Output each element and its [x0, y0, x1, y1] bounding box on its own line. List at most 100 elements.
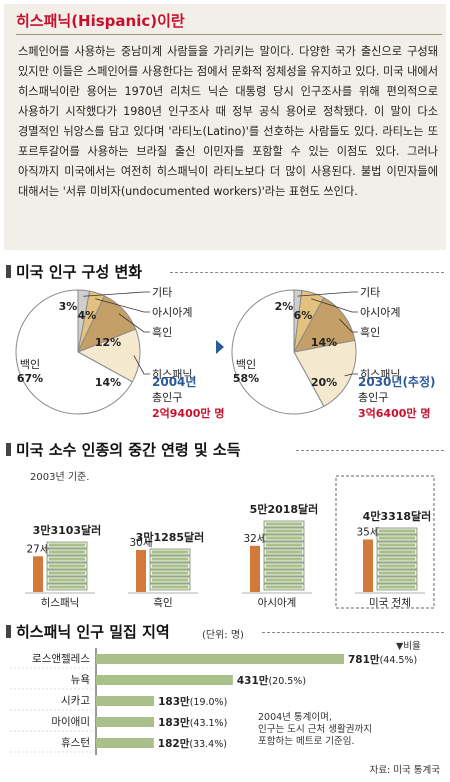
money-band-2-6 [266, 543, 302, 547]
section2-rule [296, 450, 444, 451]
pie2-slice-4 [293, 339, 357, 408]
metro-value-num-1: 431만 [237, 674, 269, 687]
pie1-pct-4: 14% [95, 376, 121, 389]
money-band-3-4 [379, 557, 415, 561]
money-band-0-6 [49, 543, 85, 547]
pie2-pct-3: 14% [311, 336, 337, 349]
income-label-0: 3만3103달러 [33, 523, 102, 537]
money-band-3-7 [379, 536, 415, 540]
pie1-pct-1: 3% [59, 300, 78, 313]
pie1-total-label: 총인구 [152, 391, 182, 404]
pie1-name-0: 백인 [20, 358, 40, 371]
money-band-2-5 [266, 550, 302, 554]
category-3: 미국 전체 [369, 597, 411, 609]
pie1-slice-4 [76, 328, 141, 383]
money-band-0-4 [49, 557, 85, 561]
income-label-2: 5만2018달러 [250, 502, 319, 516]
intro-divider [16, 34, 442, 35]
pie2-slice-3 [293, 296, 356, 353]
pie-transition-arrow [216, 340, 224, 354]
age-bar-1 [136, 550, 146, 592]
metro-bar-chart: 로스앤젤레스 781만(44.5%) 뉴욕 431만(20.5%) 시카고 183만(19… [10, 648, 418, 755]
pie2-pct-2: 6% [294, 309, 313, 322]
pie1-pct-2: 4% [78, 309, 97, 322]
age-label-1: 30세 [129, 537, 152, 549]
metro-bar-3 [96, 717, 155, 727]
money-band-2-0 [266, 585, 302, 589]
money-band-0-1 [49, 578, 85, 582]
age-label-0: 27세 [26, 543, 49, 555]
metro-value-num-0: 781만 [348, 653, 380, 666]
pie2-leader-4 [344, 373, 358, 377]
section3-footnote: 2004년 통계이며, 인구는 도시 근처 생활권까지 포함하는 메트로 기준임… [258, 712, 428, 748]
footnote-line-3: 포함하는 메트로 기준임. [258, 736, 355, 747]
money-band-3-3 [379, 564, 415, 568]
intro-box: 히스패닉(Hispanic)이란 스페인어를 사용하는 중남미계 사람들을 가리… [4, 4, 446, 250]
money-band-2-9 [266, 522, 302, 526]
income-label-1: 3만1285달러 [136, 530, 205, 544]
age-bar-0 [33, 556, 43, 592]
money-band-1-4 [152, 557, 188, 561]
money-band-2-8 [266, 529, 302, 533]
intro-body: 스페인어를 사용하는 중남미계 사람들을 가리키는 말이다. 다양한 국가 출신… [18, 45, 438, 198]
pie1-leader-2 [95, 298, 150, 313]
pie1-year: 2004년 [152, 375, 196, 389]
pie2-legend-4: 히스패닉 [360, 367, 400, 381]
metro-bar-1 [96, 675, 233, 685]
money-band-0-3 [49, 564, 85, 568]
pie2-legend-2: 아시아계 [360, 306, 400, 319]
money-band-3-8 [379, 529, 415, 533]
metro-value-num-2: 183만 [158, 695, 190, 708]
metro-bar-0 [96, 654, 344, 664]
pie2-leader-2 [311, 298, 358, 313]
money-band-3-2 [379, 571, 415, 575]
section3-marker [6, 625, 11, 638]
pie1-legend-1: 기타 [152, 286, 172, 299]
metro-value-num-3: 183만 [158, 716, 190, 729]
metro-name-3: 마이애미 [51, 716, 90, 728]
pie1-slice-0 [15, 289, 134, 415]
category-1: 흑인 [153, 596, 172, 609]
section2-marker [6, 443, 11, 456]
ratio-label: ▼비율 [396, 641, 421, 652]
section3-unit: (단위: 명) [202, 630, 244, 641]
metro-ratio-0: (44.5%) [380, 655, 418, 666]
money-band-3-5 [379, 550, 415, 554]
money-band-0-5 [49, 550, 85, 554]
money-band-0-0 [49, 585, 85, 589]
footnote-line-2: 인구는 도시 근처 생활권까지 [258, 724, 372, 735]
pie1-pct-0: 67% [17, 372, 43, 385]
pie2-leader-3 [339, 318, 358, 333]
pie2-name-0: 백인 [236, 358, 256, 371]
section2-note: 2003년 기준. [30, 472, 90, 483]
metro-name-2: 시카고 [61, 695, 90, 707]
pie2-total-label: 총인구 [358, 391, 388, 404]
pie2-legend-1: 기타 [360, 286, 380, 299]
money-band-1-2 [152, 571, 188, 575]
metro-value-2: 183만(19.0%) [158, 695, 227, 708]
age-label-2: 32세 [243, 533, 266, 545]
money-band-1-5 [152, 550, 188, 554]
section3-title: 히스패닉 인구 밀집 지역 [16, 623, 170, 641]
money-band-3-6 [379, 543, 415, 547]
money-band-3-0 [379, 585, 415, 589]
metro-value-3: 183만(43.1%) [158, 716, 227, 729]
section2-title: 미국 소수 인종의 중간 연령 및 소득 [16, 441, 241, 459]
source-label: 자료: 미국 통계국 [369, 765, 440, 776]
metro-value-4: 182만(33.4%) [158, 737, 227, 750]
section1-rule [170, 272, 444, 273]
pie1-legend-3: 흑인 [152, 325, 172, 339]
section1-marker [6, 265, 11, 278]
footnote-line-1: 2004년 통계이며, [258, 712, 332, 723]
money-band-2-2 [266, 571, 302, 575]
pie2-leader-1 [297, 291, 358, 297]
money-band-2-3 [266, 564, 302, 568]
category-2: 아시아계 [258, 597, 297, 609]
age-bar-3 [363, 539, 373, 592]
money-band-3-1 [379, 578, 415, 582]
money-band-1-1 [152, 578, 188, 582]
money-band-1-0 [152, 585, 188, 589]
pie2-pct-0: 58% [233, 372, 259, 385]
intro-title: 히스패닉(Hispanic)이란 [16, 12, 185, 30]
